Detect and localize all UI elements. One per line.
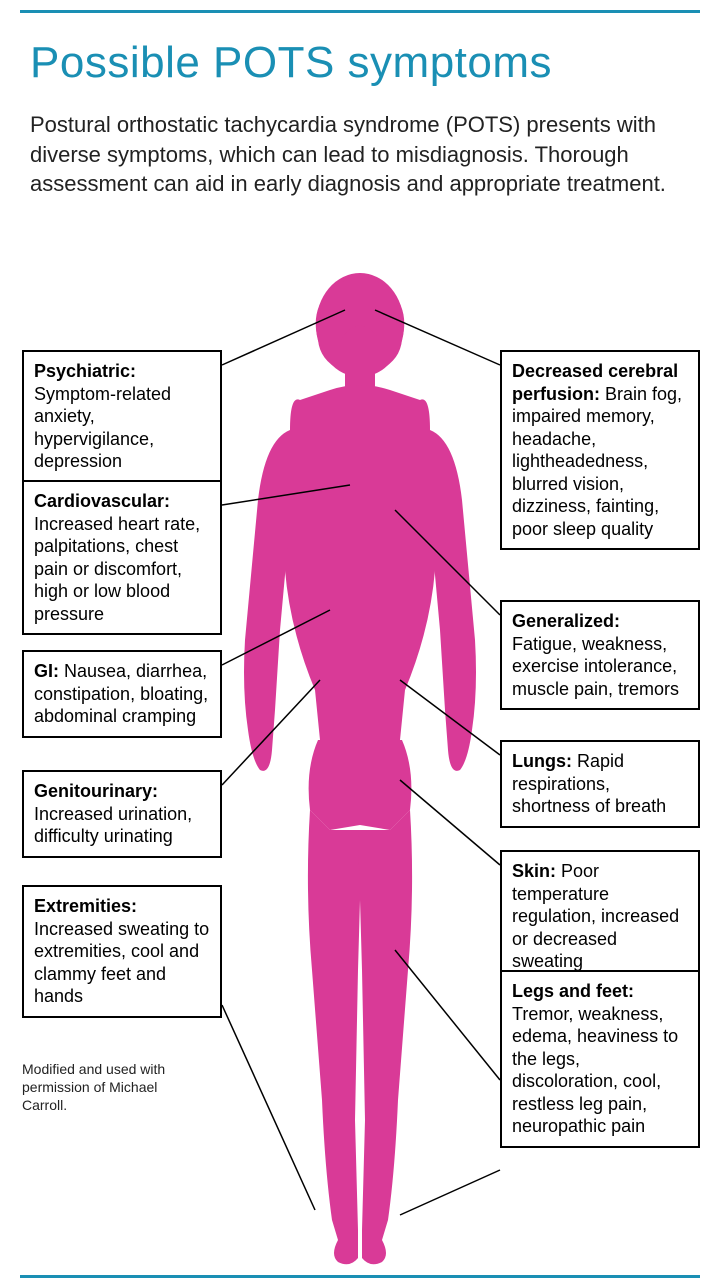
callout-generalized: Generalized: Fatigue, weakness, exercise… (500, 600, 700, 710)
callout-text: Increased urination, difficulty urinatin… (34, 804, 192, 847)
callout-text: Tremor, weakness, edema, heaviness to th… (512, 1004, 678, 1137)
callout-text: Brain fog, impaired memory, headache, li… (512, 384, 682, 539)
callout-label: Lungs: (512, 751, 572, 771)
callout-cardiovascular: Cardiovascular: Increased heart rate, pa… (22, 480, 222, 635)
callout-cerebral: Decreased cerebral perfusion: Brain fog,… (500, 350, 700, 550)
credit-text: Modified and used with permission of Mic… (22, 1060, 202, 1115)
callout-text: Increased heart rate, palpitations, ches… (34, 514, 200, 624)
callout-skin: Skin: Poor temperature regulation, incre… (500, 850, 700, 983)
bottom-rule (20, 1275, 700, 1278)
page-title: Possible POTS symptoms (30, 38, 552, 88)
callout-text: Symptom-related anxiety, hypervigilance,… (34, 384, 171, 472)
callout-text: Nausea, diarrhea, constipation, bloating… (34, 661, 208, 726)
diagram-area: Psychiatric: Symptom-related anxiety, hy… (0, 250, 720, 1270)
body-silhouette (230, 270, 490, 1270)
callout-genitourinary: Genitourinary: Increased urination, diff… (22, 770, 222, 858)
callout-label: Psychiatric: (34, 361, 136, 381)
callout-label: GI: (34, 661, 59, 681)
callout-psychiatric: Psychiatric: Symptom-related anxiety, hy… (22, 350, 222, 483)
top-rule (20, 10, 700, 13)
callout-text: Increased sweating to extremities, cool … (34, 919, 209, 1007)
callout-legs: Legs and feet: Tremor, weakness, edema, … (500, 970, 700, 1148)
callout-extremities: Extremities: Increased sweating to extre… (22, 885, 222, 1018)
callout-text: Fatigue, weakness, exercise intolerance,… (512, 634, 679, 699)
callout-label: Legs and feet: (512, 981, 634, 1001)
callout-label: Genitourinary: (34, 781, 158, 801)
callout-gi: GI: Nausea, diarrhea, constipation, bloa… (22, 650, 222, 738)
callout-label: Cardiovascular: (34, 491, 170, 511)
callout-label: Extremities: (34, 896, 137, 916)
callout-label: Generalized: (512, 611, 620, 631)
callout-label: Skin: (512, 861, 556, 881)
intro-paragraph: Postural orthostatic tachycardia syndrom… (30, 110, 690, 199)
callout-lungs: Lungs: Rapid respirations, shortness of … (500, 740, 700, 828)
